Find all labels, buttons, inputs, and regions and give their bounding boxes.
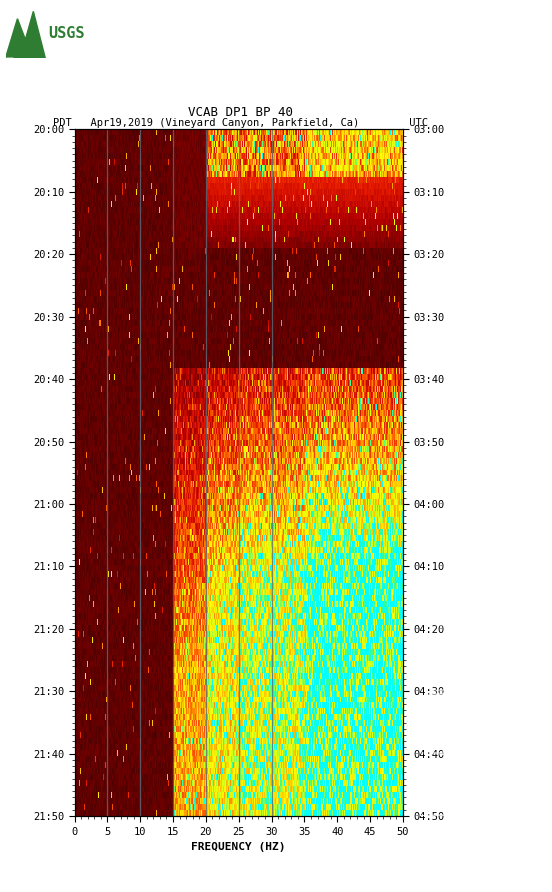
Text: PDT   Apr19,2019 (Vineyard Canyon, Parkfield, Ca)        UTC: PDT Apr19,2019 (Vineyard Canyon, Parkfie… xyxy=(52,119,428,128)
Polygon shape xyxy=(6,12,45,58)
Text: VCAB DP1 BP 40: VCAB DP1 BP 40 xyxy=(188,105,293,119)
Text: USGS: USGS xyxy=(49,26,85,41)
X-axis label: FREQUENCY (HZ): FREQUENCY (HZ) xyxy=(192,842,286,852)
